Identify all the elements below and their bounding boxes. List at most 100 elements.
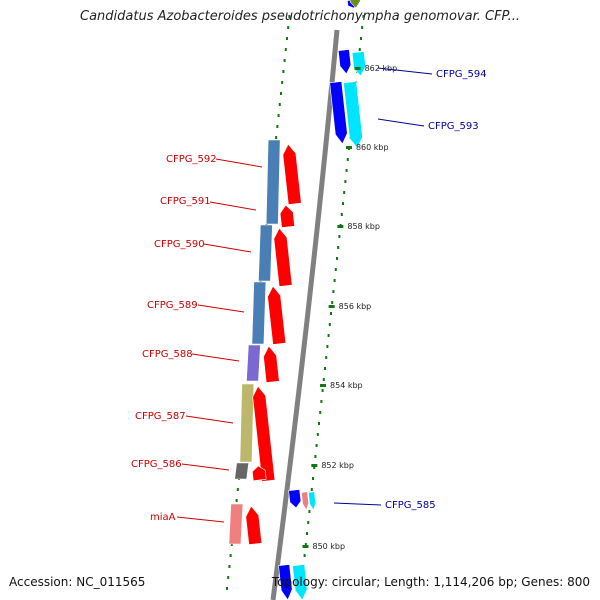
forward-gene-arrow (267, 285, 287, 345)
ruler-dot (279, 92, 282, 95)
scale-tick (354, 67, 361, 70)
ruler-dot (283, 59, 286, 62)
ruler-dot (303, 554, 306, 557)
ruler-dot (331, 301, 334, 304)
ruler-dot (285, 37, 288, 40)
ruler-dot (321, 389, 324, 392)
ruler-dot (325, 356, 328, 359)
scale-tick (311, 464, 318, 467)
gene-label: CFPG_587 (135, 411, 186, 422)
map-title: Candidatus Azobacteroides pseudotrichony… (80, 9, 520, 24)
scale-tick-label: 850 kbp (312, 542, 345, 551)
ruler-dot (319, 411, 322, 414)
ruler-dot (312, 477, 315, 480)
cog-category-bar (265, 139, 281, 225)
ruler-dot (278, 103, 281, 106)
cog-category-bar (239, 383, 255, 463)
genome-backbone (270, 29, 340, 600)
ruler-dot (333, 279, 336, 282)
ruler-dot (318, 422, 321, 425)
ruler-dot (277, 114, 280, 117)
gene-label: CFPG_593 (428, 121, 479, 132)
forward-gene-arrow (279, 204, 295, 228)
gene-label: CFPG_590 (154, 239, 205, 250)
ruler-dot (306, 532, 309, 535)
reverse-gene-arrow (288, 489, 302, 509)
ruler-dot (341, 202, 344, 205)
gene-label-leader (377, 118, 425, 127)
ruler-dot (337, 246, 340, 249)
ruler-dot (335, 257, 338, 260)
reverse-gene-arrow (292, 564, 308, 600)
ruler-dot (320, 400, 323, 403)
ruler-dot (344, 180, 347, 183)
cog-category-track (228, 139, 281, 545)
ruler-dot (343, 191, 346, 194)
scale-tick (337, 225, 344, 228)
gene-label-leader (377, 67, 433, 75)
scale-tick (302, 545, 309, 548)
gene-label: CFPG_585 (385, 500, 436, 511)
accession-text: Accession: NC_011565 (9, 575, 146, 589)
ruler-dot (316, 433, 319, 436)
scale-tick-label: 858 kbp (347, 222, 380, 231)
forward-gene-arrow (245, 505, 263, 545)
ruler-dot (345, 169, 348, 172)
forward-gene-arrow (273, 227, 293, 287)
ruler-dot (313, 466, 316, 469)
gene-label-leader (176, 516, 225, 523)
gene-label-leader (191, 353, 240, 362)
cog-category-bar (228, 503, 244, 545)
gene-label: miaA (150, 512, 176, 523)
ruler-dot (236, 488, 239, 491)
ruler-dot (323, 367, 326, 370)
ruler-dot (282, 70, 285, 73)
ruler-dot (276, 125, 279, 128)
cog-category-bar (251, 281, 267, 345)
reverse-gene-arrow (343, 81, 363, 149)
ruler-dot (326, 345, 329, 348)
ruler-dot (361, 26, 364, 29)
gene-label: CFPG_594 (436, 69, 487, 80)
reverse-gene-arrow (301, 491, 310, 511)
ruler-dot (228, 565, 231, 568)
ruler-dot (328, 323, 331, 326)
ruler-dot (287, 26, 290, 29)
ruler-dot (288, 15, 291, 18)
cog-category-bar (258, 224, 273, 282)
ruler-dot (226, 587, 229, 590)
forward-gene-arrow (251, 465, 267, 482)
reverse-gene-arrow (329, 81, 348, 145)
forward-gene-arrow (263, 345, 280, 383)
ruler-dot (359, 37, 362, 40)
ruler-dot (346, 158, 349, 161)
gene-label-leader (209, 201, 257, 211)
ruler-dot (332, 290, 335, 293)
ruler-dot (284, 48, 287, 51)
ruler-dot (229, 554, 232, 557)
scale-tick (320, 384, 327, 387)
cog-category-bar (246, 344, 261, 382)
ruler-dot (315, 444, 318, 447)
gene-labels: CFPG_594 CFPG_593 CFPG_592 CFPG_591 CFPG_590… (131, 67, 487, 523)
ruler-dot (275, 136, 278, 139)
gene-label-leader (333, 502, 382, 506)
ruler-dot (358, 48, 361, 51)
gene-label-leader (181, 463, 230, 471)
scale-tick-label: 854 kbp (330, 381, 363, 390)
scale-tick (328, 305, 335, 308)
gene-label-leader (215, 158, 263, 168)
gene-label-leader (197, 304, 245, 313)
reverse-gene-arrow (337, 49, 352, 75)
ruler-dot (230, 543, 233, 546)
ruler-dot (304, 543, 307, 546)
ruler-dot (327, 334, 330, 337)
ruler-dot (281, 81, 284, 84)
ruler-dot (307, 521, 310, 524)
ruler-dot (362, 15, 365, 18)
ruler-dot (308, 510, 311, 513)
ruler-dot (329, 312, 332, 315)
ruler-dot (314, 455, 317, 458)
ruler-dot (322, 378, 325, 381)
